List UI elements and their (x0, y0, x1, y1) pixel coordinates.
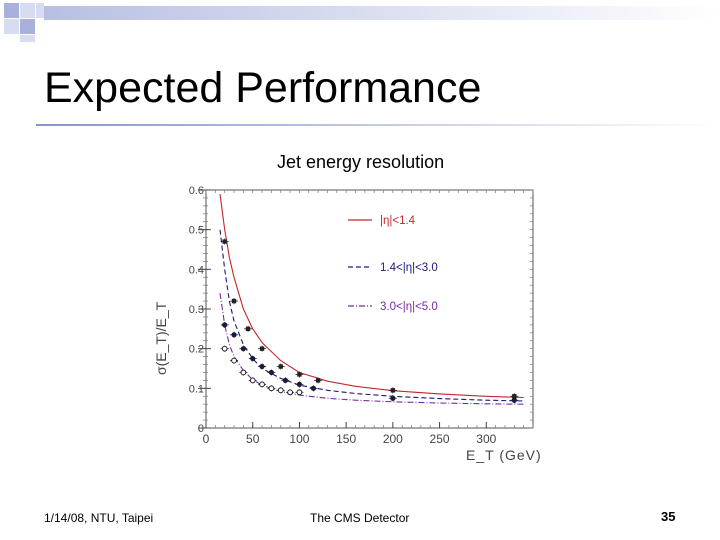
y-tick-label: 0.6 (189, 185, 204, 197)
legend-label: 3.0<|η|<5.0 (380, 301, 438, 313)
x-tick-label: 50 (246, 432, 260, 446)
data-point (277, 387, 284, 394)
data-point (222, 239, 227, 244)
data-point (231, 357, 237, 364)
resolution-chart: 0 0.1 0.2 0.3 0.4 0.5 0.6 0 50 100 150 200 250 300E_T… (153, 185, 542, 463)
data-point (278, 364, 283, 369)
y-tick-label: 0.3 (189, 304, 204, 316)
plot-frame (205, 189, 534, 429)
deco-square (4, 19, 19, 34)
y-tick-label: 0.2 (189, 344, 204, 356)
x-tick-label: 250 (430, 432, 450, 446)
data-point (231, 298, 237, 304)
y-tick-label: 0.5 (189, 225, 204, 237)
data-point (296, 389, 303, 396)
decorative-squares (4, 3, 720, 42)
data-point (245, 326, 251, 332)
title-underline (36, 124, 720, 126)
data-point (287, 389, 293, 396)
x-tick-label: 100 (289, 432, 309, 446)
data-point (297, 372, 302, 377)
data-point (259, 346, 265, 351)
data-point (240, 346, 246, 352)
x-axis-label: E_T (GeV) (466, 447, 542, 463)
data-point (310, 385, 317, 391)
x-tick-label: 150 (336, 432, 356, 446)
deco-square (4, 3, 19, 18)
chart-title: Jet energy resolution (277, 152, 445, 172)
deco-square (20, 3, 35, 18)
x-tick-label: 0 (203, 432, 210, 446)
data-point (231, 332, 237, 338)
data-point (390, 388, 396, 393)
footer-presentation-title: The CMS Detector (310, 511, 410, 525)
data-point (221, 345, 228, 352)
data-point (250, 355, 256, 362)
data-point (222, 322, 228, 328)
deco-square (20, 35, 35, 42)
y-tick-label: 0.1 (189, 383, 204, 395)
x-tick-label: 200 (383, 432, 403, 446)
data-point (249, 377, 256, 384)
data-point (268, 385, 275, 392)
data-point (315, 378, 321, 383)
data-point (296, 381, 303, 387)
gradient-band (44, 6, 720, 20)
data-point (240, 369, 247, 376)
data-point (259, 381, 265, 388)
y-tick-label: 0 (198, 423, 204, 435)
fit-curve (219, 229, 524, 402)
data-point (268, 369, 274, 376)
slide-title: Expected Performance (44, 64, 482, 112)
data-point (259, 363, 265, 370)
data-point (512, 394, 517, 399)
legend-label: |η|<1.4 (380, 215, 416, 227)
y-tick-label: 0.4 (189, 264, 204, 276)
data-point (511, 397, 517, 403)
page-number: 35 (661, 509, 676, 524)
footer-date-location: 1/14/08, NTU, Taipei (44, 511, 154, 525)
deco-square (36, 3, 44, 18)
data-point (390, 395, 396, 401)
y-axis-label: σ(E_T)/E_T (153, 301, 169, 375)
deco-square (20, 19, 35, 34)
x-tick-label: 300 (476, 432, 496, 446)
legend-label: 1.4<|η|<3.0 (380, 262, 438, 274)
data-point (282, 377, 289, 383)
fit-curve (219, 193, 524, 399)
